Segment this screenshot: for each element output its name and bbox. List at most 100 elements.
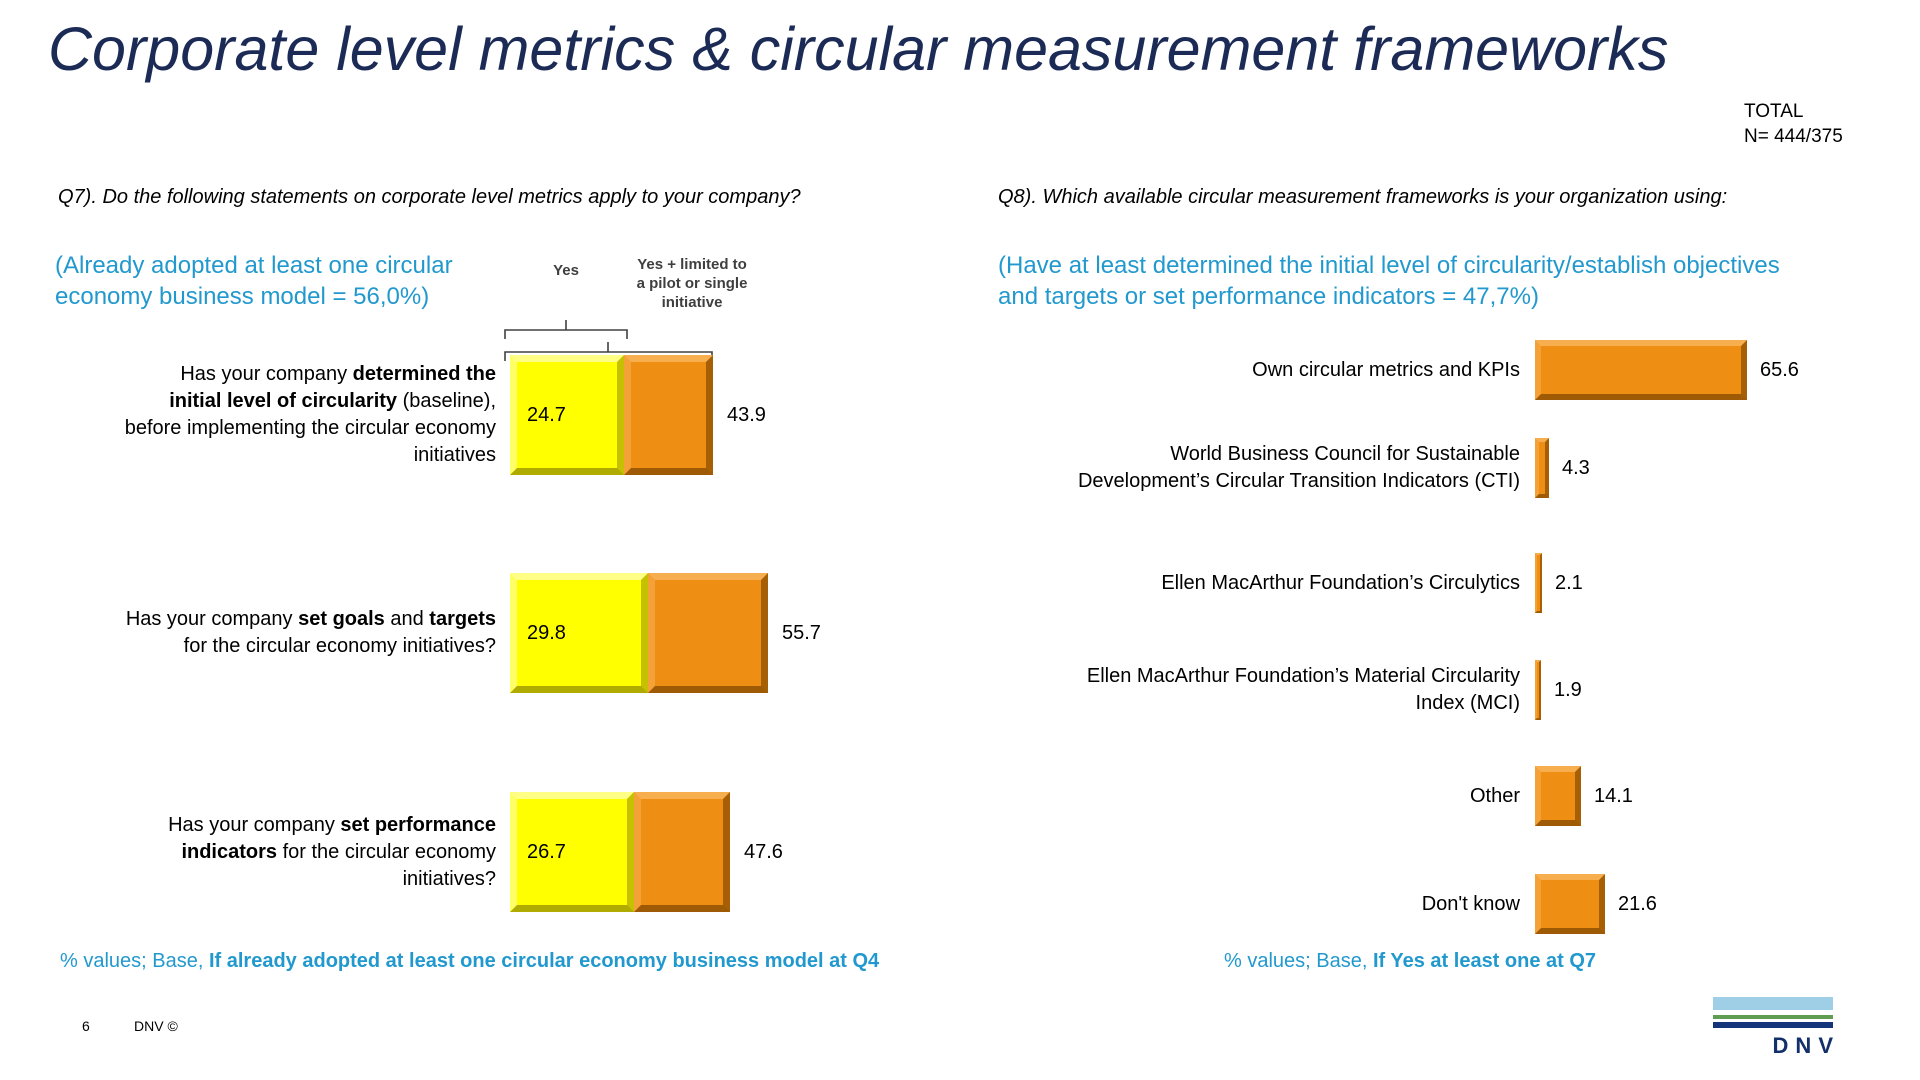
q7-footnote-condition: If already adopted at least one circular… bbox=[208, 950, 880, 972]
q7-bar-yes: 29.8 bbox=[510, 573, 648, 693]
q8-row-label-lines: Don't know bbox=[1422, 891, 1520, 918]
q8-bar bbox=[1535, 660, 1541, 720]
q7-row-label-segment: before implementing the circular economy bbox=[124, 417, 496, 439]
q8-footnote-condition: If Yes at least one at Q7 bbox=[1372, 950, 1597, 972]
q7-row-label-line: Has your company set goals and targets bbox=[126, 606, 496, 633]
q7-legend-yes-limited: Yes + limited to a pilot or single initi… bbox=[636, 256, 748, 311]
q8-bar bbox=[1535, 766, 1581, 826]
q8-value: 14.1 bbox=[1594, 784, 1633, 807]
q7-row-label-segment: and bbox=[384, 608, 430, 630]
q8-row-label-line: Own circular metrics and KPIs bbox=[1252, 358, 1520, 381]
q7-row-label-segment: Has your company bbox=[180, 363, 353, 385]
q7-row-label-line: initial level of circularity (baseline), bbox=[125, 388, 496, 415]
logo-text: DNV bbox=[1772, 1033, 1840, 1058]
q7-bar-yes: 26.7 bbox=[510, 792, 634, 912]
q7-row-label-segment: set performance bbox=[340, 813, 496, 836]
q8-row-label-lines: Ellen MacArthur Foundation’s Material Ci… bbox=[1087, 663, 1520, 717]
q8-value: 2.1 bbox=[1555, 571, 1583, 594]
q8-footnote-prefix: % values; Base, bbox=[1224, 950, 1373, 972]
q7-value-yes: 29.8 bbox=[527, 621, 566, 644]
q8-row-label-line: Ellen MacArthur Foundation’s Material Ci… bbox=[1086, 665, 1520, 687]
q7-row-label-segment: indicators bbox=[181, 840, 278, 863]
q7-value-total: 55.7 bbox=[782, 621, 821, 644]
q7-row-label-segment: (baseline), bbox=[397, 390, 496, 412]
copyright: DNV © bbox=[134, 1018, 178, 1034]
q8-row-label-line: Index (MCI) bbox=[1415, 692, 1520, 714]
q8-subtitle: (Have at least determined the initial le… bbox=[998, 252, 1780, 311]
q8-question: Q8). Which available circular measuremen… bbox=[998, 186, 1728, 208]
total-label: TOTAL bbox=[1744, 101, 1804, 122]
q7-row-label-segment: for the circular economy bbox=[277, 840, 496, 863]
q7-value-yes: 26.7 bbox=[527, 840, 566, 863]
q7-row-label-line: initiatives bbox=[125, 442, 496, 469]
q8-row-label-line: Ellen MacArthur Foundation’s Circulytics bbox=[1161, 571, 1520, 594]
q7-row-label: Has your company set performance indicato… bbox=[60, 780, 496, 924]
q7-bar-yes-limited bbox=[648, 573, 768, 693]
q8-row-label-lines: Other bbox=[1470, 783, 1520, 810]
q7-row-label-segment: for the circular economy initiatives? bbox=[183, 635, 496, 657]
q7-value-yes: 24.7 bbox=[527, 403, 566, 426]
q7-row-label-segment: determined the bbox=[352, 363, 496, 385]
q7-row-label-segment: targets bbox=[429, 608, 496, 630]
q8-value: 65.6 bbox=[1760, 358, 1799, 381]
q7-row-label-line: indicators for the circular economy bbox=[168, 839, 496, 866]
q7-row-label-segment: set goals bbox=[298, 608, 385, 630]
q7-row-label-segment: initiatives bbox=[413, 444, 496, 466]
q8-row-label: Ellen MacArthur Foundation’s Material Ci… bbox=[980, 646, 1520, 734]
q8-row-label-lines: World Business Council for Sustainable De… bbox=[1078, 441, 1520, 495]
q8-row-label: Don't know bbox=[980, 860, 1520, 948]
logo-stripe-green bbox=[1713, 1015, 1833, 1019]
q7-row-label-lines: Has your company determined the initial l… bbox=[125, 361, 496, 469]
q8-row-label-line: Development’s Circular Transition Indica… bbox=[1077, 470, 1520, 492]
total-block: TOTAL N= 444/375 bbox=[1744, 100, 1843, 149]
q7-row-label-line: initiatives? bbox=[168, 866, 496, 893]
q8-row-label-lines: Ellen MacArthur Foundation’s Circulytics bbox=[1161, 570, 1520, 597]
q8-row-label-line: Don't know bbox=[1421, 892, 1520, 915]
q7-row-label-segment: initial level of circularity bbox=[169, 390, 398, 412]
q7-row-label-line: for the circular economy initiatives? bbox=[126, 633, 496, 660]
q8-value: 4.3 bbox=[1562, 456, 1590, 479]
q8-footnote: % values; Base, If Yes at least one at Q… bbox=[1224, 950, 1596, 973]
q7-bar-yes-limited bbox=[624, 355, 713, 475]
bracket-yes bbox=[504, 320, 628, 339]
q7-row-label-line: Has your company determined the bbox=[125, 361, 496, 388]
q7-row-label-line: before implementing the circular economy bbox=[125, 415, 496, 442]
total-value: N= 444/375 bbox=[1744, 125, 1843, 147]
q8-row-label: Other bbox=[980, 752, 1520, 840]
q7-footnote-prefix: % values; Base, bbox=[60, 950, 209, 972]
q8-value: 1.9 bbox=[1554, 678, 1582, 701]
q7-row-label-segment: Has your company bbox=[168, 813, 341, 836]
q7-row-label-segment: Has your company bbox=[125, 608, 299, 630]
q8-bar bbox=[1535, 874, 1605, 934]
page-number: 6 bbox=[82, 1018, 90, 1034]
q7-value-total: 43.9 bbox=[727, 403, 766, 426]
q8-row-label: Own circular metrics and KPIs bbox=[980, 326, 1520, 414]
q7-bar-yes: 24.7 bbox=[510, 355, 624, 475]
q7-row-label: Has your company determined the initial l… bbox=[60, 343, 496, 487]
q8-row-label-line: World Business Council for Sustainable bbox=[1170, 443, 1520, 465]
q7-footnote: % values; Base, If already adopted at le… bbox=[60, 950, 879, 973]
q8-bar bbox=[1535, 438, 1549, 498]
q7-bar-yes-limited bbox=[634, 792, 730, 912]
q7-row-label-segment: initiatives? bbox=[402, 867, 496, 890]
q8-row-label-line: Other bbox=[1469, 784, 1520, 807]
q7-subtitle: (Already adopted at least one circular e… bbox=[55, 252, 453, 311]
dnv-logo: DNV bbox=[1713, 997, 1833, 1059]
q7-legend-yes: Yes bbox=[553, 262, 579, 279]
q7-row-label: Has your company set goals and targets fo… bbox=[60, 561, 496, 705]
q7-brackets bbox=[504, 320, 713, 361]
q7-value-total: 47.6 bbox=[744, 840, 783, 863]
q7-row-label-lines: Has your company set performance indicato… bbox=[168, 812, 496, 893]
slide-title: Corporate level metrics & circular measu… bbox=[48, 15, 1669, 83]
q8-row-label: Ellen MacArthur Foundation’s Circulytics bbox=[980, 539, 1520, 627]
q8-row-label: World Business Council for Sustainable De… bbox=[980, 424, 1520, 512]
q7-question: Q7). Do the following statements on corp… bbox=[58, 186, 801, 208]
q8-bar bbox=[1535, 340, 1747, 400]
q8-bar bbox=[1535, 553, 1542, 613]
logo-stripe-navy bbox=[1713, 1022, 1833, 1028]
q7-row-label-lines: Has your company set goals and targets fo… bbox=[126, 606, 496, 660]
q7-row-label-line: Has your company set performance bbox=[168, 812, 496, 839]
logo-stripe-lightblue bbox=[1713, 997, 1833, 1010]
